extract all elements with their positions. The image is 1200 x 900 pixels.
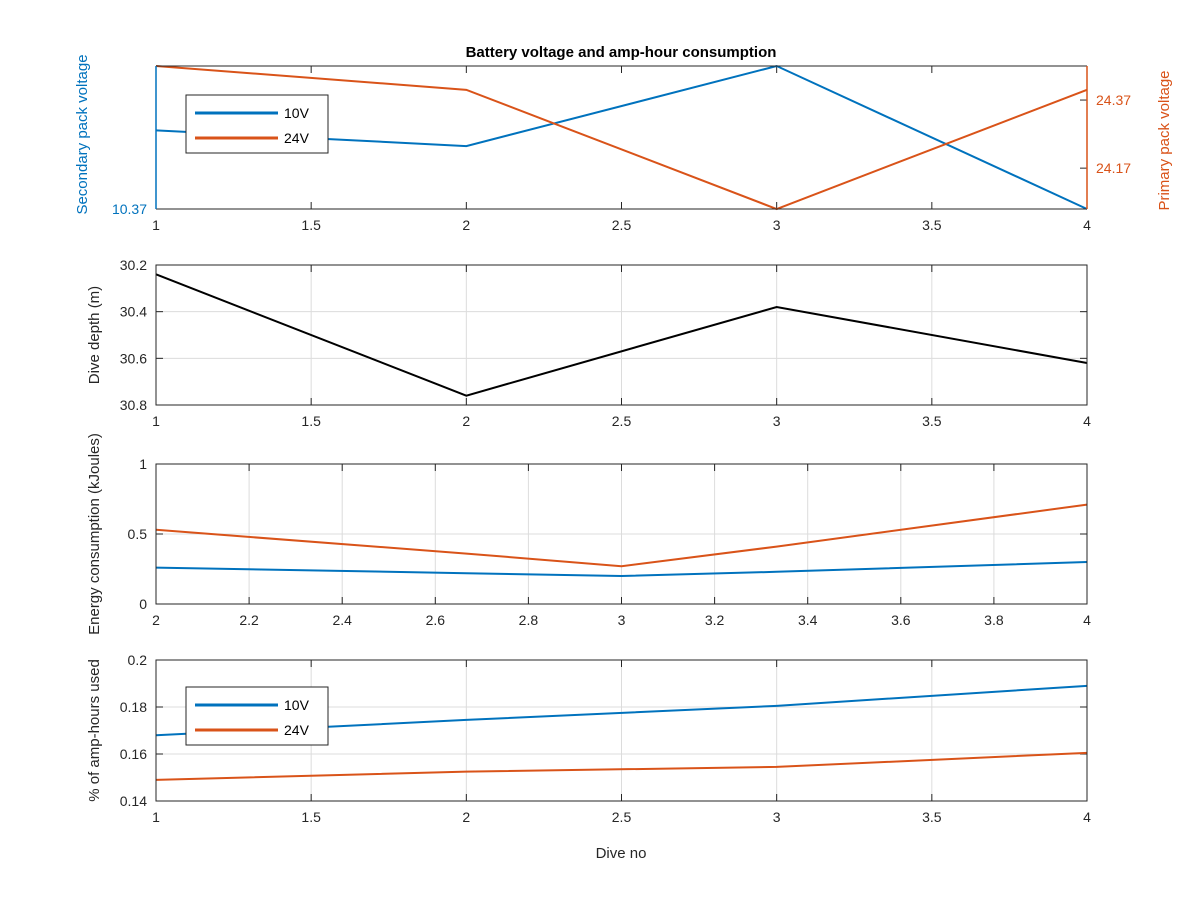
x-axis-label: Dive no xyxy=(596,845,647,862)
x-tick-label: 1.5 xyxy=(301,413,321,429)
legend-label-10v: 10V xyxy=(284,105,310,121)
subplot-3: 2 2.2 2.4 2.6 2.8 3 3.2 3.4 3.6 3.8 4 0 0.5 1 Energy c… xyxy=(86,433,1091,635)
x-tick-label: 1.5 xyxy=(301,217,321,233)
series-depth-line xyxy=(155,273,1088,397)
axes-frame xyxy=(155,463,1088,605)
y-tick-label: 30.4 xyxy=(120,304,147,320)
legend: 10V 24V xyxy=(185,94,329,154)
y-tick-label: 0 xyxy=(139,596,147,612)
x-tick-label: 1 xyxy=(152,413,160,429)
x-tick-label: 2.5 xyxy=(612,217,632,233)
x-tick-label: 4 xyxy=(1083,217,1091,233)
y-tick-label: 1 xyxy=(139,456,147,472)
legend: 10V 24V xyxy=(185,686,329,746)
x-tick-label: 2 xyxy=(462,217,470,233)
x-tick-label: 4 xyxy=(1083,612,1091,628)
x-tick-label: 2 xyxy=(462,809,470,825)
x-tick-label: 3 xyxy=(773,217,781,233)
legend-label-24v: 24V xyxy=(284,130,310,146)
axes-frame xyxy=(155,659,1088,802)
legend-label-10v: 10V xyxy=(284,697,310,713)
x-tick-label: 3 xyxy=(773,413,781,429)
series-24v-line xyxy=(155,751,1088,781)
x-tick-label: 2.6 xyxy=(426,612,446,628)
y-right-axis-label: Primary pack voltage xyxy=(1156,70,1173,210)
legend-box xyxy=(185,94,329,154)
x-tick-label: 2.2 xyxy=(239,612,259,628)
x-tick-label: 3.6 xyxy=(891,612,911,628)
y-axis-label: Energy consumption (kJoules) xyxy=(86,433,103,635)
figure-title: Battery voltage and amp-hour consumption xyxy=(466,44,777,61)
y-tick-label: 0.16 xyxy=(120,746,147,762)
x-tick-label: 1 xyxy=(152,809,160,825)
x-tick-label: 4 xyxy=(1083,809,1091,825)
axes-frame xyxy=(155,264,1088,406)
subplot-4: 1 1.5 2 2.5 3 3.5 4 0.14 0.16 0.18 0.2 % of amp-hou… xyxy=(86,652,1091,825)
x-tick-label: 3.8 xyxy=(984,612,1004,628)
y-tick-label: 0.18 xyxy=(120,699,147,715)
x-tick-label: 2.5 xyxy=(612,413,632,429)
y-axis-label: % of amp-hours used xyxy=(86,659,103,802)
x-tick-label: 3.5 xyxy=(922,413,942,429)
subplot-2: 1 1.5 2 2.5 3 3.5 4 30.2 30.4 30.6 30.8 Dive depth … xyxy=(86,257,1091,429)
x-tick-label: 2.8 xyxy=(519,612,539,628)
x-tick-label: 4 xyxy=(1083,413,1091,429)
y-tick-label: 30.6 xyxy=(120,350,147,366)
y-right-tick-label: 24.17 xyxy=(1096,160,1131,176)
series-24v-line xyxy=(155,65,1088,211)
x-tick-label: 2 xyxy=(152,612,160,628)
x-tick-label: 3.5 xyxy=(922,217,942,233)
y-tick-label: 30.2 xyxy=(120,257,147,273)
x-tick-label: 3.2 xyxy=(705,612,725,628)
series-24v-line xyxy=(155,503,1088,568)
y-tick-label: 0.14 xyxy=(120,793,147,809)
y-tick-label: 30.8 xyxy=(120,397,147,413)
x-tick-label: 1.5 xyxy=(301,809,321,825)
subplot-1: 1 1.5 2 2.5 3 3.5 4 10.37 24.17 24.37 Secondary pa… xyxy=(74,54,1173,233)
y-right-tick-label: 24.37 xyxy=(1096,92,1131,108)
y-axis-label: Dive depth (m) xyxy=(86,286,103,384)
x-tick-label: 3 xyxy=(618,612,626,628)
x-tick-label: 3.5 xyxy=(922,809,942,825)
x-tick-label: 2.4 xyxy=(332,612,352,628)
x-tick-label: 2.5 xyxy=(612,809,632,825)
legend-box xyxy=(185,686,329,746)
y-tick-label: 10.37 xyxy=(112,201,147,217)
y-left-axis-label: Secondary pack voltage xyxy=(74,54,91,214)
x-tick-label: 2 xyxy=(462,413,470,429)
x-tick-label: 3 xyxy=(773,809,781,825)
series-10v-line xyxy=(155,561,1088,578)
x-tick-label: 3.4 xyxy=(798,612,818,628)
legend-label-24v: 24V xyxy=(284,722,310,738)
y-tick-label: 0.2 xyxy=(128,652,148,668)
x-tick-label: 1 xyxy=(152,217,160,233)
y-tick-label: 0.5 xyxy=(128,526,148,542)
